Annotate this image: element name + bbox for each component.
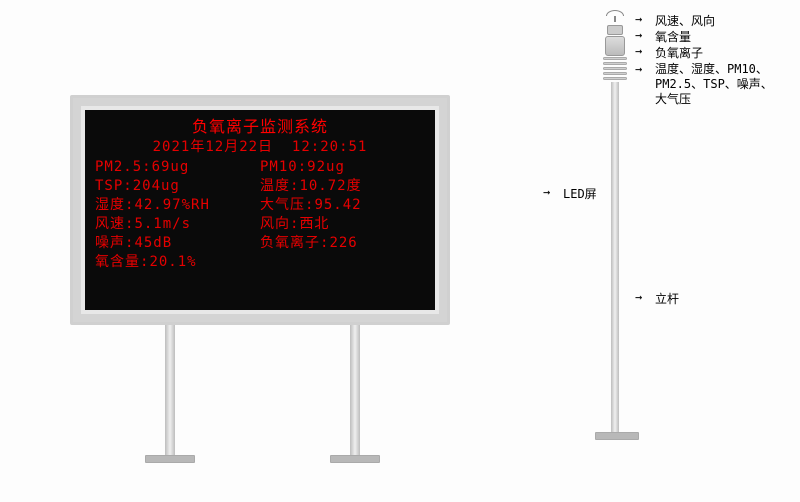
- label-led-screen: LED屏: [563, 185, 597, 202]
- temp-value: 10.72度: [299, 178, 361, 194]
- temp-label: 温度:: [260, 178, 299, 194]
- label-o2: 氧含量: [655, 28, 691, 45]
- oxygen-sensor-icon: [607, 25, 623, 35]
- o2-value: 20.1%: [149, 254, 196, 270]
- led-row-1: PM2.5:69ug PM10:92ug: [95, 158, 425, 177]
- winddir-value: 西北: [299, 216, 329, 232]
- led-base-right: [330, 455, 380, 463]
- pressure-label: 大气压:: [260, 197, 314, 213]
- tsp-label: TSP:: [95, 178, 133, 194]
- noise-value: 45dB: [134, 235, 172, 251]
- led-display-unit: 负氧离子监测系统 2021年12月22日 12:20:51 PM2.5:69ug…: [70, 95, 450, 325]
- led-support-pole-right: [350, 325, 360, 455]
- pm25-value: 69ug: [152, 159, 190, 175]
- led-row-2: TSP:204ug 温度:10.72度: [95, 177, 425, 196]
- windspeed-label: 风速:: [95, 216, 134, 232]
- led-datetime: 2021年12月22日 12:20:51: [95, 138, 425, 157]
- humidity-label: 湿度:: [95, 197, 134, 213]
- o2-label: 氧含量:: [95, 254, 149, 270]
- pressure-value: 95.42: [314, 197, 361, 213]
- sensor-pole: [611, 82, 619, 432]
- pm10-value: 92ug: [307, 159, 345, 175]
- led-frame: 负氧离子监测系统 2021年12月22日 12:20:51 PM2.5:69ug…: [70, 95, 450, 325]
- label-ion: 负氧离子: [655, 44, 703, 61]
- led-date: 2021年12月22日: [153, 139, 273, 155]
- led-screen: 负氧离子监测系统 2021年12月22日 12:20:51 PM2.5:69ug…: [85, 110, 435, 310]
- led-time: 12:20:51: [292, 139, 367, 155]
- led-support-pole-left: [165, 325, 175, 455]
- led-base-left: [145, 455, 195, 463]
- sensor-base: [595, 432, 639, 440]
- arrow-icon: →: [635, 12, 642, 26]
- windspeed-value: 5.1m/s: [134, 216, 191, 232]
- noise-label: 噪声:: [95, 235, 134, 251]
- tsp-value: 204ug: [133, 178, 180, 194]
- led-row-3: 湿度:42.97%RH 大气压:95.42: [95, 196, 425, 215]
- pm10-label: PM10:: [260, 159, 307, 175]
- label-env-3: 大气压: [655, 90, 691, 107]
- ion-label: 负氧离子:: [260, 235, 329, 251]
- arrow-icon: →: [543, 185, 550, 199]
- ion-sensor-icon: [605, 36, 625, 56]
- humidity-value: 42.97%RH: [134, 197, 209, 213]
- arrow-icon: →: [635, 44, 642, 58]
- arrow-icon: →: [635, 290, 642, 304]
- winddir-label: 风向:: [260, 216, 299, 232]
- led-row-5: 噪声:45dB 负氧离子:226: [95, 234, 425, 253]
- arrow-icon: →: [635, 62, 642, 76]
- sensor-pole-assembly: [595, 10, 635, 465]
- label-anemometer: 风速、风向: [655, 12, 715, 29]
- pm25-label: PM2.5:: [95, 159, 152, 175]
- led-row-4: 风速:5.1m/s 风向:西北: [95, 215, 425, 234]
- led-row-6: 氧含量:20.1%: [95, 253, 425, 272]
- led-title: 负氧离子监测系统: [95, 116, 425, 138]
- label-pole: 立杆: [655, 290, 679, 307]
- env-sensor-icon: [603, 57, 627, 80]
- arrow-icon: →: [635, 28, 642, 42]
- ion-value: 226: [329, 235, 357, 251]
- anemometer-icon: [604, 10, 626, 24]
